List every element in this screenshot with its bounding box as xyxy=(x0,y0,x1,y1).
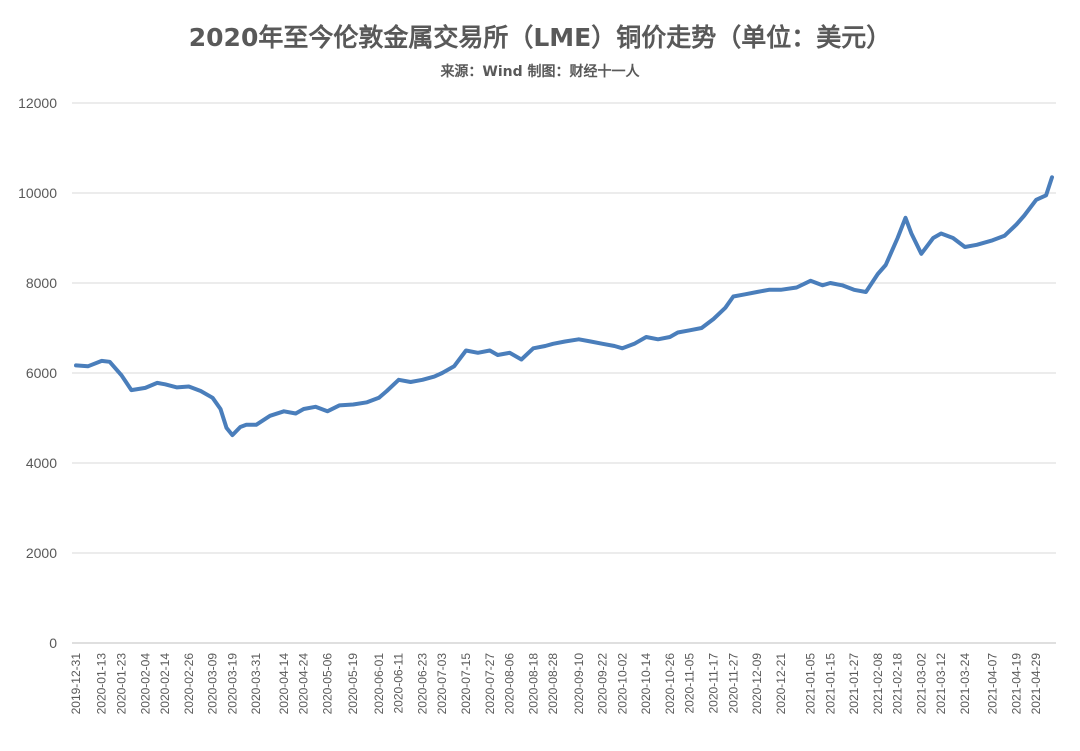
x-tick-label: 2020-08-28 xyxy=(546,653,560,715)
x-tick-label: 2020-06-23 xyxy=(415,653,429,715)
x-tick-label: 2021-02-08 xyxy=(871,653,885,715)
x-tick-label: 2020-03-31 xyxy=(249,653,263,715)
x-tick-label: 2020-03-09 xyxy=(206,653,220,715)
x-tick-label: 2020-05-06 xyxy=(320,653,334,715)
x-tick-label: 2020-08-06 xyxy=(503,653,517,715)
x-tick-label: 2021-03-02 xyxy=(914,653,928,715)
x-tick-label: 2021-02-18 xyxy=(891,653,905,715)
x-tick-label: 2021-04-19 xyxy=(1009,653,1023,715)
x-tick-label: 2020-05-19 xyxy=(346,653,360,715)
y-tick-label: 2000 xyxy=(26,545,57,561)
x-tick-label: 2020-11-05 xyxy=(683,653,697,714)
x-tick-label: 2020-06-11 xyxy=(392,653,406,714)
x-tick-label: 2020-10-14 xyxy=(639,653,653,715)
y-axis-ticks: 0 2000 4000 6000 8000 10000 12000 xyxy=(18,95,57,651)
chart-subtitle: 来源：Wind 制图：财经十一人 xyxy=(439,63,640,80)
x-tick-label: 2020-10-26 xyxy=(663,653,677,715)
x-tick-label: 2020-11-17 xyxy=(706,653,720,714)
y-tick-label: 12000 xyxy=(18,95,57,111)
x-tick-label: 2020-07-15 xyxy=(459,653,473,715)
y-tick-label: 0 xyxy=(49,635,57,651)
x-tick-label: 2020-09-10 xyxy=(572,653,586,715)
x-tick-label: 2020-07-03 xyxy=(435,653,449,715)
x-tick-label: 2021-04-07 xyxy=(986,653,1000,715)
x-tick-label: 2021-04-29 xyxy=(1029,653,1043,715)
x-tick-label: 2020-04-14 xyxy=(277,653,291,715)
x-tick-label: 2020-02-04 xyxy=(138,653,152,715)
x-tick-label: 2020-02-14 xyxy=(158,653,172,715)
x-tick-label: 2021-01-05 xyxy=(803,653,817,715)
gridlines xyxy=(72,102,1056,554)
x-tick-label: 2021-01-15 xyxy=(823,653,837,715)
x-tick-label: 2020-08-18 xyxy=(526,653,540,715)
x-axis-ticks: 2019-12-31 2020-01-13 2020-01-23 2020-02-04… xyxy=(69,653,1043,715)
series-line-copy-price xyxy=(74,175,1054,438)
x-tick-label: 2020-12-09 xyxy=(750,653,764,715)
x-tick-label: 2020-07-27 xyxy=(483,653,497,715)
x-tick-label: 2020-09-22 xyxy=(596,653,610,715)
x-tick-label: 2020-11-27 xyxy=(726,653,740,714)
x-tick-label: 2020-01-13 xyxy=(95,653,109,715)
x-tick-label: 2021-03-12 xyxy=(934,653,948,715)
x-tick-label: 2020-10-02 xyxy=(615,653,629,715)
chart-title: 2020年至今伦敦金属交易所（LME）铜价走势（单位：美元） xyxy=(189,23,891,52)
y-tick-label: 4000 xyxy=(26,455,57,471)
x-tick-label: 2020-06-01 xyxy=(372,653,386,715)
y-tick-label: 10000 xyxy=(18,185,57,201)
y-tick-label: 6000 xyxy=(26,365,57,381)
x-tick-label: 2021-01-27 xyxy=(847,653,861,715)
x-tick-label: 2020-01-23 xyxy=(115,653,129,715)
x-tick-label: 2020-02-26 xyxy=(182,653,196,715)
y-tick-label: 8000 xyxy=(26,275,57,291)
x-tick-label: 2020-03-19 xyxy=(225,653,239,715)
x-tick-label: 2021-03-24 xyxy=(958,653,972,715)
x-tick-label: 2020-04-24 xyxy=(297,653,311,715)
x-tick-label: 2019-12-31 xyxy=(69,653,83,715)
x-tick-label: 2020-12-21 xyxy=(774,653,788,715)
